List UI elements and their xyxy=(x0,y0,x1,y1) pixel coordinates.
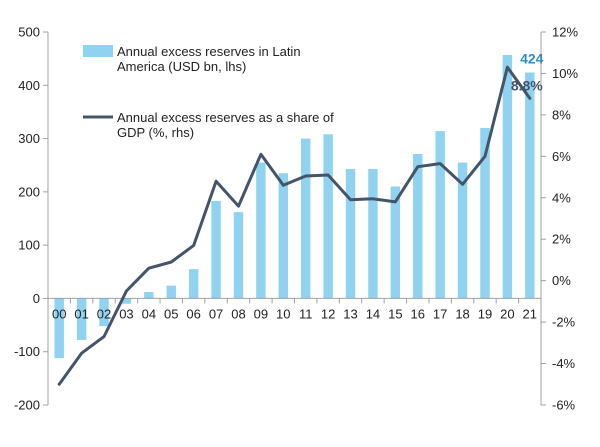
x-tick-label: 09 xyxy=(254,306,268,321)
bar xyxy=(233,212,244,299)
x-tick-label: 12 xyxy=(321,306,335,321)
right-tick-label: 4% xyxy=(552,190,571,205)
x-tick-label: 20 xyxy=(500,306,514,321)
bar xyxy=(323,134,333,299)
bar xyxy=(435,131,445,299)
bar xyxy=(278,173,289,299)
right-tick-label: 10% xyxy=(552,66,578,81)
right-tick-label: -6% xyxy=(552,398,576,413)
x-axis xyxy=(47,297,542,304)
bar-series xyxy=(54,54,535,359)
left-tick-label: 500 xyxy=(18,25,40,40)
bar xyxy=(345,168,356,299)
right-tick-label: 0% xyxy=(552,273,571,288)
right-tick-label: -4% xyxy=(552,356,576,371)
legend-bar-swatch xyxy=(83,45,113,57)
annotation-line-value: 8.8% xyxy=(511,77,543,93)
right-tick-label: 8% xyxy=(552,107,571,122)
legend-label: Annual excess reserves as a share of xyxy=(117,110,334,125)
x-tick-label: 18 xyxy=(455,306,469,321)
x-tick-label: 04 xyxy=(142,306,156,321)
x-tick-label: 06 xyxy=(186,306,200,321)
left-tick-label: -100 xyxy=(14,344,40,359)
x-tick-label: 08 xyxy=(231,306,245,321)
x-tick-label: 17 xyxy=(433,306,447,321)
bar xyxy=(413,154,423,299)
legend-label: Annual excess reserves in Latin xyxy=(117,44,301,59)
left-tick-label: 0 xyxy=(33,291,40,306)
legend-label: GDP (%, rhs) xyxy=(117,125,194,140)
x-tick-label: 11 xyxy=(299,306,313,321)
right-tick-label: -2% xyxy=(552,315,576,330)
left-y-axis: -200 -100 0 100 200 300 400 500 xyxy=(14,25,49,413)
x-tick-label: 14 xyxy=(366,306,380,321)
x-tick-label: 21 xyxy=(523,306,537,321)
x-tick-label: 01 xyxy=(74,306,88,321)
bar xyxy=(76,298,87,340)
bar xyxy=(99,298,109,327)
bar xyxy=(211,200,221,299)
bar xyxy=(54,298,64,359)
x-tick-label: 16 xyxy=(411,306,425,321)
x-tick-label: 05 xyxy=(164,306,178,321)
bar xyxy=(188,269,199,299)
right-tick-label: 12% xyxy=(552,25,578,40)
x-tick-label: 13 xyxy=(343,306,357,321)
bar xyxy=(256,162,266,299)
bar xyxy=(525,72,535,299)
x-tick-label: 02 xyxy=(97,306,111,321)
bar xyxy=(121,298,132,304)
x-tick-label: 10 xyxy=(276,306,290,321)
left-tick-label: 400 xyxy=(18,78,40,93)
line-series xyxy=(57,65,532,386)
x-tick-label: 00 xyxy=(52,306,66,321)
bar xyxy=(144,292,154,299)
bar xyxy=(480,127,490,299)
left-tick-label: 100 xyxy=(18,238,40,253)
bar xyxy=(457,162,468,299)
bar xyxy=(390,186,401,299)
x-tick-label: 03 xyxy=(119,306,133,321)
x-tick-label: 07 xyxy=(209,306,223,321)
right-tick-label: 2% xyxy=(552,232,571,247)
bar xyxy=(368,168,378,299)
annotation-bar-value: 424 xyxy=(520,50,544,66)
annotations: 424 8.8% xyxy=(511,50,544,93)
line-path xyxy=(57,65,532,386)
bar xyxy=(166,285,176,299)
x-tick-label: 19 xyxy=(478,306,492,321)
x-tick-label: 15 xyxy=(388,306,402,321)
bar xyxy=(502,54,513,299)
right-y-axis: -6% -4% -2% 0% 2% 4% 6% 8% 10% 12% xyxy=(540,25,578,413)
legend-label: America (USD bn, lhs) xyxy=(117,59,246,74)
left-tick-label: 200 xyxy=(18,184,40,199)
left-tick-label: 300 xyxy=(18,131,40,146)
x-tick-labels: 00 01 02 03 04 05 06 07 08 09 10 11 12 13 14 15 16 17 18 19… xyxy=(52,306,537,321)
bar xyxy=(300,138,311,299)
left-tick-label: -200 xyxy=(14,398,40,413)
right-tick-label: 6% xyxy=(552,149,571,164)
